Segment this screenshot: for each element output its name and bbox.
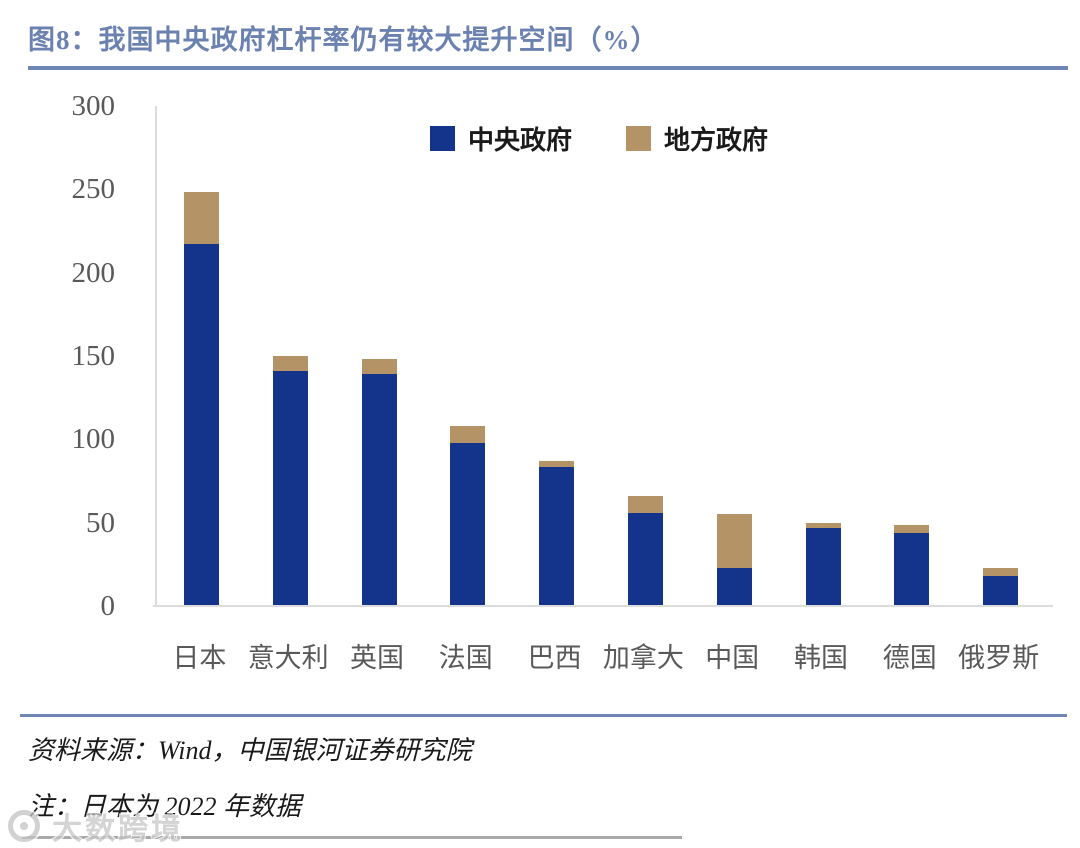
bar-segment-中央政府 xyxy=(361,374,397,606)
bar-韩国 xyxy=(805,522,841,606)
bar-segment-地方政府 xyxy=(805,522,841,528)
bar-segment-中央政府 xyxy=(450,442,486,606)
y-axis-tick-label: 150 xyxy=(71,340,116,372)
title-divider-line xyxy=(28,66,1068,70)
source-note: 资料来源：Wind，中国银河证券研究院 xyxy=(28,736,472,765)
bar-中国 xyxy=(716,514,752,606)
data-note: 注：日本为 2022 年数据 xyxy=(28,792,302,821)
circle-logo-icon xyxy=(8,810,40,842)
x-axis-category-label: 法国 xyxy=(438,643,493,673)
bar-segment-地方政府 xyxy=(716,514,752,568)
x-axis-category-label: 韩国 xyxy=(794,643,848,673)
x-axis-category-label: 加拿大 xyxy=(602,643,684,673)
y-axis-tick-label: 50 xyxy=(86,506,115,539)
legend-label: 地方政府 xyxy=(664,126,769,155)
bar-segment-地方政府 xyxy=(539,461,575,467)
stacked-bar-chart: 中央政府 地方政府 0 50 100 150 200 250 300 日本 意大利 英国 法国 巴西 加拿… xyxy=(71,90,1053,673)
x-axis-category-label: 巴西 xyxy=(527,643,582,673)
x-axis-category-label: 日本 xyxy=(172,643,227,673)
bar-法国 xyxy=(450,426,486,606)
bar-意大利 xyxy=(272,356,308,606)
bar-俄罗斯 xyxy=(983,567,1019,606)
x-axis-category-label: 英国 xyxy=(350,643,404,673)
bar-segment-地方政府 xyxy=(361,359,397,375)
bar-segment-中央政府 xyxy=(983,576,1019,606)
bar-segment-中央政府 xyxy=(716,567,752,606)
cutoff-divider-line xyxy=(22,836,682,839)
bar-日本 xyxy=(183,191,219,606)
legend-swatch-icon xyxy=(626,126,651,151)
bar-segment-中央政府 xyxy=(539,466,575,606)
y-axis-tick-label: 300 xyxy=(71,90,116,122)
bar-segment-中央政府 xyxy=(183,244,219,606)
bar-英国 xyxy=(361,359,397,606)
bar-segment-地方政府 xyxy=(450,426,486,443)
bar-加拿大 xyxy=(627,496,663,606)
y-axis-tick-label: 250 xyxy=(71,173,116,206)
y-axis-tick-label: 100 xyxy=(71,423,116,456)
x-axis-line xyxy=(153,605,1053,607)
watermark: 大数跨境 xyxy=(8,804,184,848)
bar-巴西 xyxy=(539,461,575,606)
x-axis-category-label: 意大利 xyxy=(247,643,329,673)
legend-item-地方政府: 地方政府 xyxy=(626,120,768,157)
x-axis-category-label: 德国 xyxy=(882,643,937,673)
chart-bottom-divider-line xyxy=(20,714,1067,717)
legend-swatch-icon xyxy=(429,126,455,151)
bar-segment-地方政府 xyxy=(272,356,308,371)
bar-segment-中央政府 xyxy=(272,371,308,606)
bar-segment-中央政府 xyxy=(894,532,930,606)
x-axis-category-label: 俄罗斯 xyxy=(958,643,1040,673)
bar-segment-中央政府 xyxy=(805,527,841,606)
bar-segment-地方政府 xyxy=(983,567,1019,576)
watermark-label: 大数跨境 xyxy=(52,813,184,846)
bar-segment-地方政府 xyxy=(627,496,663,513)
x-axis-category-label: 中国 xyxy=(705,643,760,673)
legend-label: 中央政府 xyxy=(467,126,572,155)
y-axis-tick-label: 200 xyxy=(71,256,116,289)
bar-segment-地方政府 xyxy=(894,525,930,533)
bar-segment-中央政府 xyxy=(627,512,663,606)
plot-area xyxy=(155,106,1045,606)
y-axis-tick-label: 0 xyxy=(100,590,116,622)
chart-legend: 中央政府 地方政府 xyxy=(155,120,1043,157)
legend-item-中央政府: 中央政府 xyxy=(429,120,572,157)
figure-title: 图8：我国中央政府杠杆率仍有较大提升空间（%） xyxy=(28,25,659,55)
bar-segment-地方政府 xyxy=(183,191,219,245)
bar-德国 xyxy=(894,525,930,606)
